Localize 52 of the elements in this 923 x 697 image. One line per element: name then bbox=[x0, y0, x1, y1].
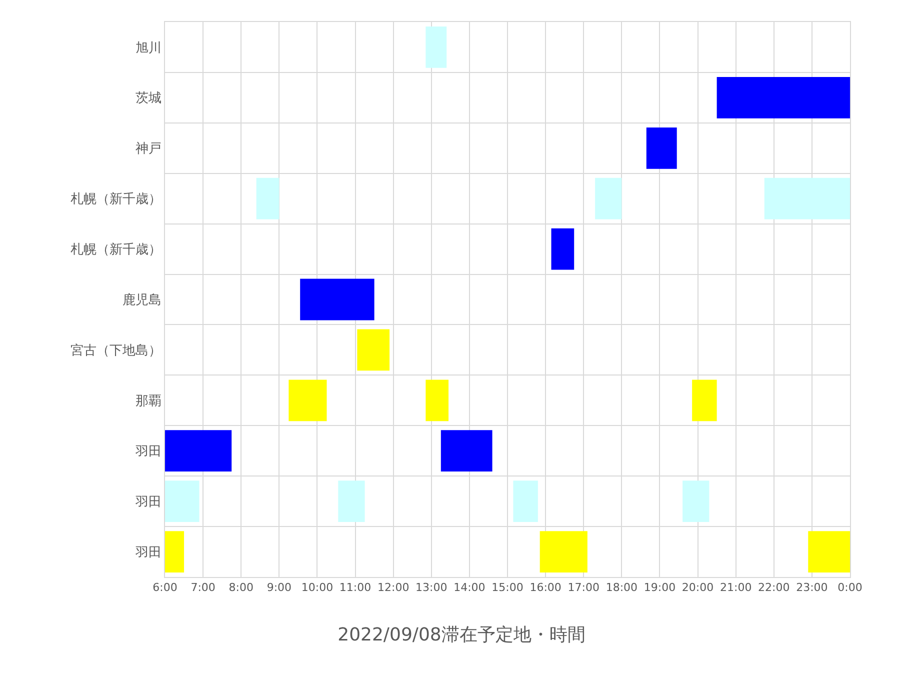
x-tick-label: 15:00 bbox=[492, 581, 524, 594]
bar bbox=[513, 480, 538, 522]
y-tick-label: 羽田 bbox=[134, 494, 162, 510]
x-tick-label: 9:00 bbox=[266, 581, 292, 594]
bar bbox=[595, 178, 622, 220]
y-tick-label: 羽田 bbox=[134, 444, 162, 460]
bar bbox=[338, 480, 365, 522]
x-tick-label: 14:00 bbox=[454, 581, 486, 594]
x-tick-label: 17:00 bbox=[568, 581, 600, 594]
bar bbox=[808, 531, 850, 572]
x-tick-label: 16:00 bbox=[530, 581, 562, 594]
bar bbox=[540, 531, 588, 572]
bar bbox=[165, 531, 184, 572]
bar bbox=[646, 127, 677, 169]
y-tick-label: 神戸 bbox=[135, 142, 162, 157]
x-tick-label: 0:00 bbox=[838, 581, 862, 594]
y-tick-label: 羽田 bbox=[134, 545, 162, 560]
bar bbox=[716, 77, 850, 118]
x-tick-label: 22:00 bbox=[758, 581, 790, 594]
y-tick-label: 札幌（新千歳） bbox=[70, 192, 162, 208]
y-tick-label: 宮古（下地島） bbox=[70, 342, 162, 358]
y-tick-label: 茨城 bbox=[135, 91, 162, 106]
x-tick-label: 18:00 bbox=[606, 581, 638, 594]
bar bbox=[551, 228, 574, 270]
x-tick-label: 13:00 bbox=[416, 581, 448, 594]
x-tick-label: 10:00 bbox=[301, 581, 334, 594]
bar bbox=[165, 480, 200, 522]
bar bbox=[426, 380, 449, 422]
x-tick-label: 12:00 bbox=[377, 581, 410, 594]
x-tick-label: 11:00 bbox=[339, 581, 372, 594]
bar bbox=[288, 380, 327, 422]
x-tick-label: 20:00 bbox=[682, 581, 714, 594]
bar bbox=[300, 278, 374, 320]
bar bbox=[165, 430, 232, 472]
y-tick-label: 旭川 bbox=[135, 40, 162, 56]
y-tick-label: 鹿児島 bbox=[122, 293, 162, 308]
y-tick-label: 札幌（新千歳） bbox=[70, 242, 162, 258]
bar bbox=[440, 430, 492, 472]
x-tick-label: 8:00 bbox=[228, 581, 254, 594]
x-tick-label: 6:00 bbox=[152, 581, 178, 594]
text: 2022/09/08滞在予定地・時間 bbox=[338, 624, 586, 646]
x-tick-label: 19:00 bbox=[644, 581, 676, 594]
bar bbox=[682, 480, 710, 522]
y-tick-label: 那覇 bbox=[135, 394, 162, 409]
bar bbox=[357, 329, 390, 371]
bar bbox=[426, 26, 447, 68]
x-tick-label: 21:00 bbox=[720, 581, 752, 594]
x-tick-label: 23:00 bbox=[796, 581, 828, 594]
bar bbox=[764, 178, 850, 220]
bar bbox=[256, 178, 280, 220]
x-tick-label: 7:00 bbox=[190, 581, 216, 594]
bar bbox=[692, 380, 717, 422]
